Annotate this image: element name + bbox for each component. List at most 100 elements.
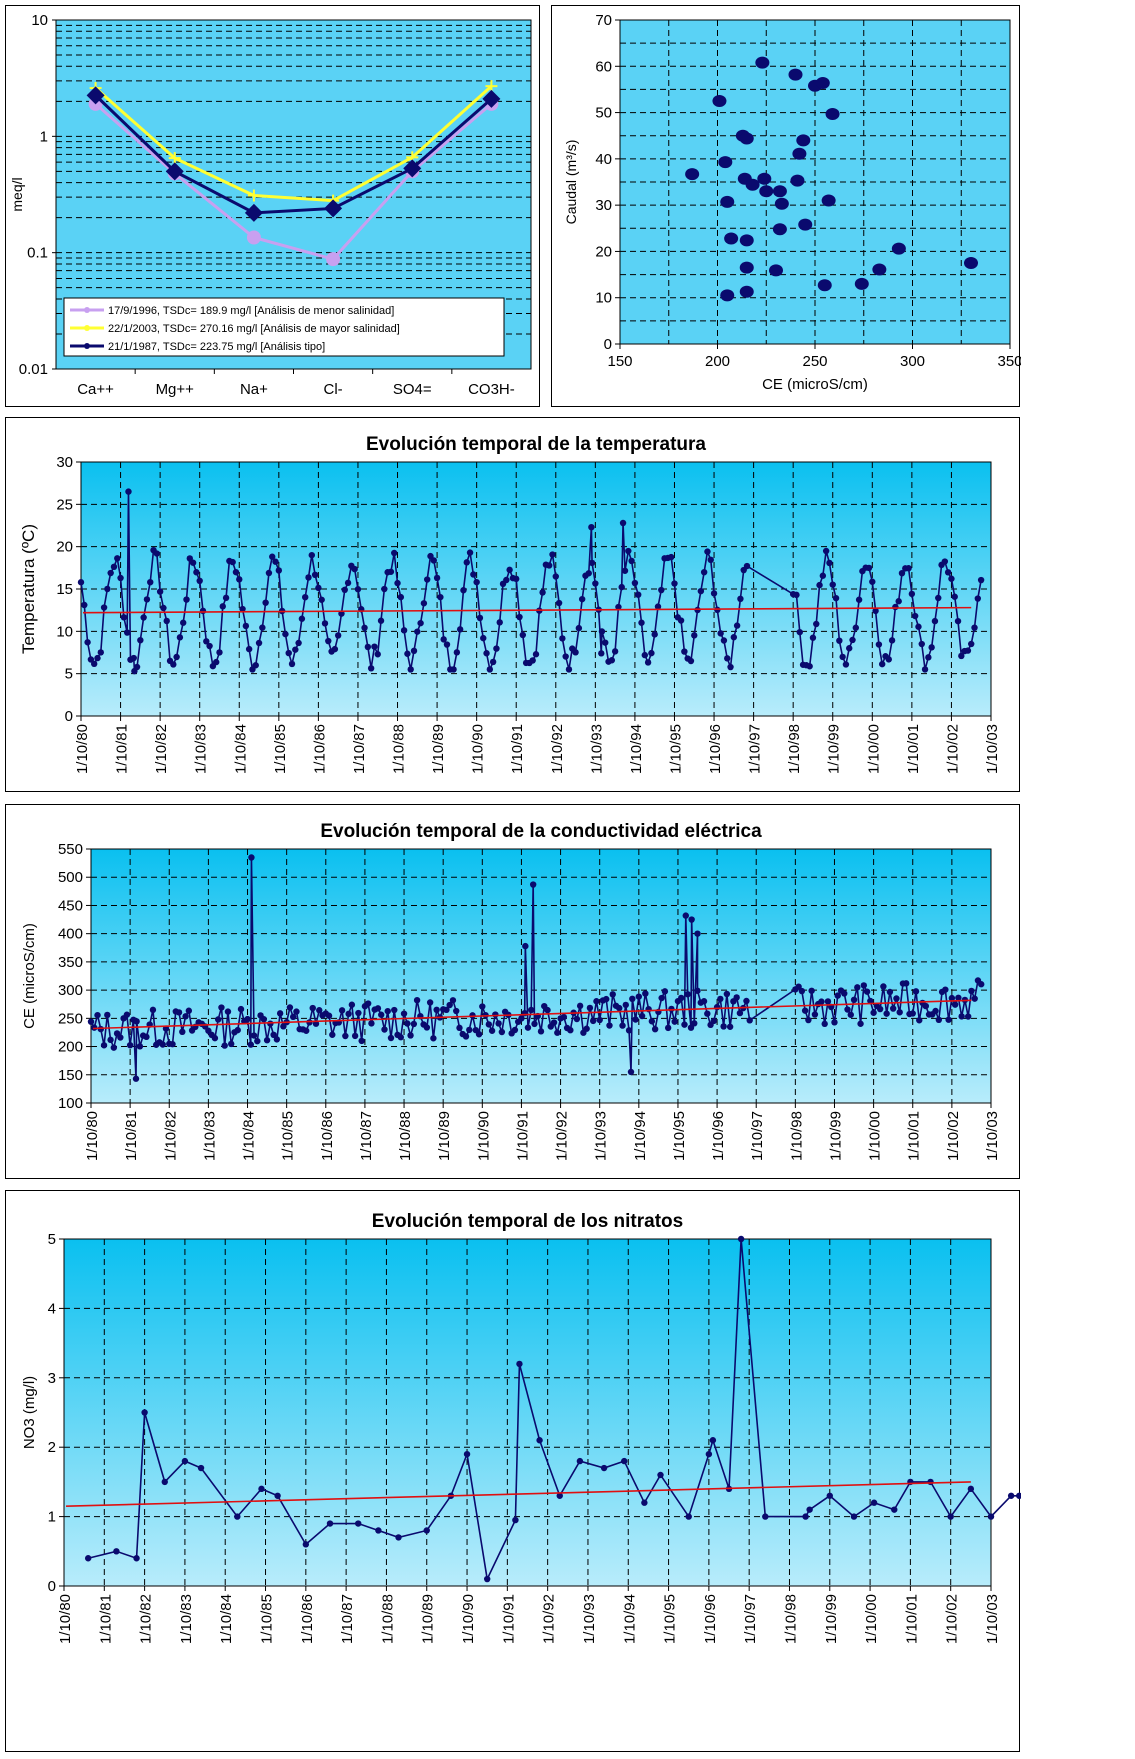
data-point [433, 1006, 440, 1014]
x-tick-label: 1/10/89 [436, 1111, 453, 1161]
data-point [503, 576, 510, 584]
data-point [430, 1035, 437, 1042]
data-point [374, 1005, 382, 1012]
data-point [945, 1016, 952, 1023]
x-tick-label: 1/10/85 [272, 724, 289, 774]
data-point [968, 640, 975, 648]
data-point [162, 1025, 170, 1032]
data-point [331, 645, 339, 653]
data-point [565, 666, 573, 673]
data-point [658, 994, 665, 1002]
x-tick-label: 1/10/86 [299, 1594, 316, 1644]
data-point [114, 555, 121, 562]
x-tick-label: 250 [802, 353, 827, 370]
data-point [404, 1020, 411, 1027]
data-point [635, 993, 643, 1000]
data-point [644, 659, 652, 666]
data-point [387, 1034, 395, 1042]
data-point [545, 562, 553, 569]
data-point [250, 1032, 258, 1039]
y-tick-label: 100 [58, 1095, 83, 1112]
data-point [519, 631, 527, 639]
data-point [618, 583, 625, 591]
data-point [642, 990, 649, 997]
data-point [739, 132, 754, 145]
data-point [537, 1028, 545, 1035]
data-point [893, 995, 900, 1002]
data-point [697, 587, 705, 595]
data-point [234, 1026, 241, 1034]
data-point [813, 620, 820, 628]
data-point [344, 579, 352, 587]
data-point [600, 1464, 608, 1472]
data-point [720, 289, 735, 302]
y-tick-label: 200 [58, 1039, 83, 1056]
trend-line [92, 999, 972, 1030]
data-point [437, 593, 444, 601]
caudal-scatter-chart: 0 10 20 30 40 50 60 70 150 200 250 300 350 CE (microS… [563, 12, 1021, 393]
data-point [736, 1009, 744, 1017]
y-tick-label: 10 [56, 623, 73, 640]
data-point [928, 644, 935, 651]
data-point [460, 587, 467, 594]
y-tick-label: 10 [595, 290, 612, 307]
data-point [588, 559, 596, 567]
data-point [832, 594, 840, 602]
data-point [925, 654, 932, 661]
x-tick-label: 1/10/80 [74, 724, 91, 774]
data-point [821, 194, 836, 207]
data-point [667, 553, 675, 561]
y-tick-label: 350 [58, 954, 83, 971]
data-point [611, 648, 619, 655]
data-point [282, 630, 289, 638]
x-tick-label: 1/10/94 [632, 1111, 649, 1161]
data-point [153, 550, 161, 557]
data-point [288, 660, 296, 668]
x-tick-label: 1/10/92 [549, 724, 566, 774]
data-point [746, 1017, 753, 1024]
data-point [196, 577, 203, 585]
data-point [567, 1026, 574, 1034]
data-point [596, 1016, 603, 1024]
data-point [774, 197, 789, 210]
data-point [404, 650, 411, 657]
data-point [463, 1450, 471, 1458]
data-point [410, 647, 418, 655]
data-point [426, 999, 434, 1006]
data-point [958, 1013, 965, 1020]
x-tick-label: 1/10/95 [667, 724, 684, 774]
x-tick-label: 1/10/86 [311, 724, 328, 774]
x-tick-label: 1/10/96 [702, 1594, 719, 1644]
x-tick-label: 1/10/95 [662, 1594, 679, 1644]
data-point [489, 658, 497, 666]
data-point [621, 1457, 628, 1465]
data-point [397, 593, 405, 601]
y-tick-label: 25 [56, 496, 73, 513]
data-point [246, 230, 261, 245]
data-point [632, 1016, 639, 1023]
x-tick-label: 1/10/03 [984, 1111, 1001, 1161]
legend-label: 17/9/1996, TSDc= 189.9 mg/l [Análisis de… [108, 305, 394, 317]
x-tick-label: 1/10/89 [420, 1594, 437, 1644]
y-tick-label: 0.1 [27, 245, 48, 262]
x-tick-label: 1/10/95 [671, 1111, 688, 1161]
data-point [795, 983, 802, 990]
data-point [325, 637, 332, 645]
x-tick-label: 1/10/01 [906, 1111, 923, 1161]
data-point [397, 1034, 404, 1041]
chart-title: Evolución temporal de los nitratos [372, 1211, 683, 1232]
x-tick-label: 1/10/88 [379, 1594, 396, 1644]
data-point [589, 1017, 597, 1025]
data-point [130, 654, 137, 662]
data-point [733, 994, 740, 1001]
data-point [951, 593, 958, 600]
data-point [427, 552, 434, 560]
data-point [609, 991, 616, 998]
data-point [619, 519, 627, 527]
data-point [193, 569, 200, 576]
x-tick-label: 1/10/88 [397, 1111, 414, 1161]
data-point [391, 1006, 398, 1014]
data-point [811, 1011, 819, 1018]
data-point [133, 663, 141, 671]
data-point [682, 912, 689, 919]
